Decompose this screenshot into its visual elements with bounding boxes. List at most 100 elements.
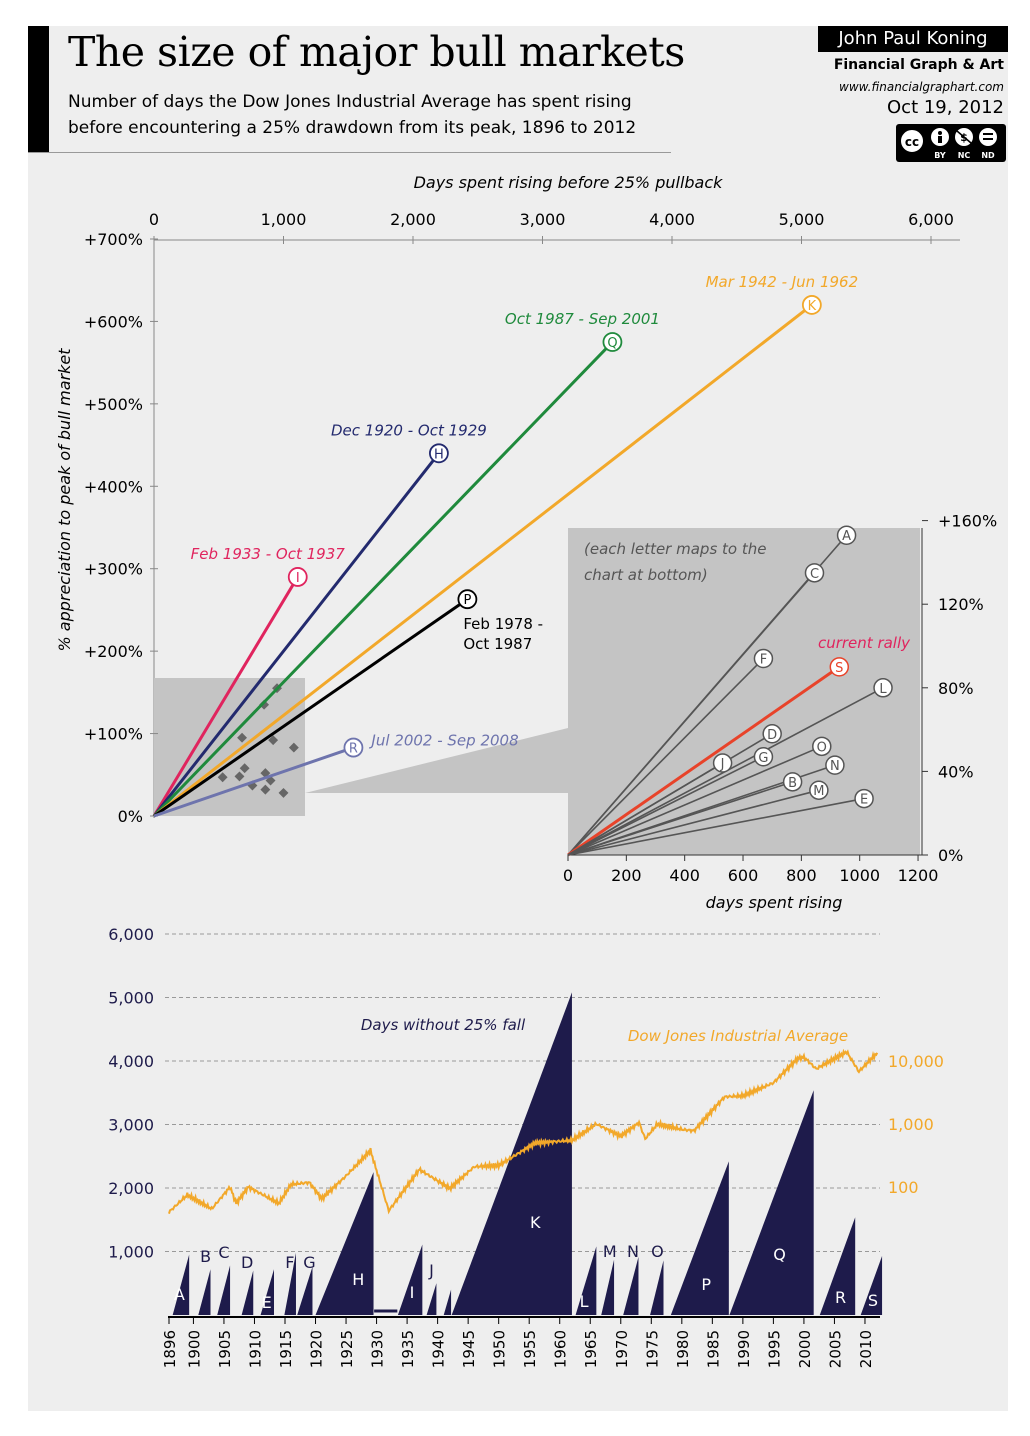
bottom-x-tick-label: 1980 [674,1330,692,1368]
top-x-tick-label: 6,000 [908,210,954,229]
bull-line-K [153,303,813,818]
inset-marker-M [809,780,829,800]
bottom-y-tick-label: 4,000 [108,1052,154,1071]
inset-y-tick-label: 40% [938,762,974,781]
bull-letter-O: O [651,1242,664,1261]
bull-triangle-G [297,1266,313,1315]
inset-line-F [567,657,765,856]
bottom-y-tick-label: 6,000 [108,925,154,944]
bottom-x-tick-label: 1955 [521,1330,539,1368]
top-y-tick-label: +100% [84,725,143,744]
bottom-x-tick-label: 1970 [613,1330,631,1368]
inset-x-tick-label: 0 [563,866,573,885]
bull-line-P [153,597,469,818]
inset-line-C [567,572,816,856]
bull-triangle-R [819,1217,856,1315]
inset-marker-S [829,657,850,677]
license-nc: NC [958,151,971,160]
inset-marker-letter: E [860,793,868,808]
bull-period-label: Oct 1987 [463,635,532,653]
dow-series-label: Dow Jones Industrial Average [628,1027,848,1045]
cc-license-badge: cc $ BY NC ND [896,124,1006,162]
bull-period-label: Oct 1987 - Sep 2001 [505,310,660,328]
days-series-label: Days without 25% fall [361,1016,526,1034]
inset-line-J [567,762,724,856]
bull-marker-letter: K [808,299,817,314]
bull-letter-S: S [868,1291,878,1310]
title-divider [28,152,671,153]
bull-letter-D: D [241,1253,253,1272]
bull-triangle-N [623,1256,639,1315]
inset-line-S [567,665,841,857]
inset-line-B [567,781,793,856]
inset-x-tick-label: 1000 [839,866,880,885]
inset-x-tick-label: 800 [786,866,817,885]
inset-marker-G [753,747,774,767]
publish-date: Oct 19, 2012 [887,97,1004,118]
bottom-x-tick-label: 1896 [161,1330,179,1368]
inset-marker-letter: O [817,740,827,755]
bull-triangle-A [172,1254,190,1315]
bull-letter-K: K [530,1213,541,1232]
bull-triangle-F [284,1252,296,1315]
inset-marker-letter: L [879,682,887,697]
bull-letter-Q: Q [773,1245,786,1264]
inset-line-O [567,745,823,856]
bull-triangle-P [670,1161,729,1315]
inset-marker-letter: A [842,529,851,544]
nd-icon [979,128,997,146]
current-rally-label: current rally [818,634,911,652]
bottom-x-tick-label: 1925 [338,1330,356,1368]
small-bull-point [268,735,279,746]
bull-triangle-K [451,992,572,1315]
bottom-x-tick-label: 1900 [185,1330,203,1368]
inset-marker-C [804,563,825,583]
bull-marker-letter: R [349,742,358,757]
dow-tick-label: 100 [888,1178,919,1197]
bottom-x-tick-label: 1945 [460,1330,478,1368]
top-y-tick-label: +600% [84,312,143,331]
bull-letter-H: H [352,1270,364,1289]
inset-y-tick-label: +160% [938,512,997,531]
inset-x-tick-label: 400 [669,866,700,885]
bull-letter-I: I [410,1283,415,1302]
inset-marker-letter: D [767,728,777,743]
bottom-chart-layer: 1,000 2,000 3,000 4,000 5,000 6,000 100 1,000 10… [108,925,944,1368]
bottom-x-tick-label: 1990 [735,1330,753,1368]
inset-marker-letter: C [810,567,819,582]
author-name: John Paul Koning [818,26,1008,52]
inset-line-G [567,756,764,856]
bottom-y-tick-label: 5,000 [108,989,154,1008]
inset-marker-letter: N [830,759,840,774]
bull-triangle-I [397,1244,423,1315]
bottom-x-tick-label: 1985 [704,1330,722,1368]
bottom-x-tick-label: 1920 [308,1330,326,1368]
bull-letter-C: C [218,1243,229,1262]
inset-x-tick-label: 200 [611,866,642,885]
org-name: Financial Graph & Art [833,57,1004,73]
inset-marker-D [762,724,782,744]
inset-marker-letter: G [758,751,768,766]
bottom-y-tick-label: 1,000 [108,1243,154,1262]
dow-tick-label: 1,000 [888,1115,934,1134]
license-by: BY [934,151,946,160]
license-nd: ND [981,151,995,160]
page-title: The size of major bull markets [68,28,685,76]
dow-tick-label: 10,000 [888,1052,944,1071]
inset-marker-J [712,753,733,773]
small-bull-point [237,732,248,743]
inset-x-tick-label: 600 [728,866,759,885]
inset-marker-letter: S [835,661,843,676]
top-y-tick-label: +700% [84,230,143,249]
website-url[interactable]: www.financialgraphart.com [839,80,1004,94]
bottom-x-tick-label: 1975 [643,1330,661,1368]
top-y-tick-label: +500% [84,395,143,414]
bull-triangle-L [575,1246,597,1315]
top-chart-layer: 0 1,000 2,000 3,000 4,000 5,000 6,000 0% +100% +2… [84,210,954,826]
bottom-y-tick-label: 3,000 [108,1116,154,1135]
bull-letter-R: R [835,1288,846,1307]
small-bull-point [259,699,270,710]
top-x-tick-label: 1,000 [261,210,307,229]
zoom-connector [305,728,568,793]
bull-marker-K [801,295,822,315]
